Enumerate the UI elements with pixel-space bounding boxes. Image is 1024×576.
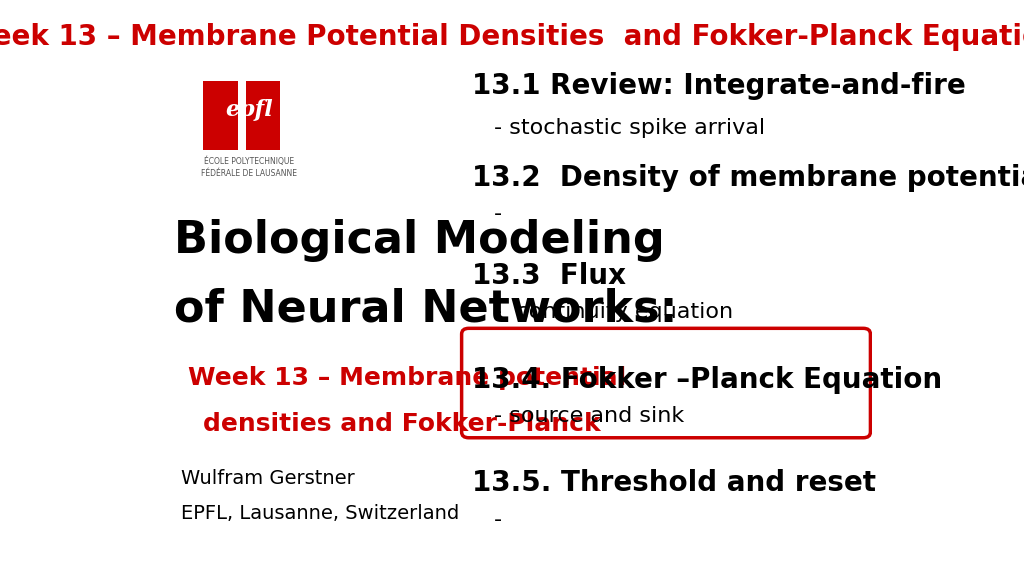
- Text: -: -: [494, 204, 502, 225]
- Text: epfl: epfl: [225, 98, 273, 120]
- Text: Week 13 – Membrane Potential Densities  and Fokker-Planck Equation: Week 13 – Membrane Potential Densities a…: [0, 23, 1024, 51]
- Text: EPFL, Lausanne, Switzerland: EPFL, Lausanne, Switzerland: [181, 504, 459, 523]
- FancyBboxPatch shape: [203, 81, 238, 150]
- Text: of Neural Networks:: of Neural Networks:: [174, 288, 677, 331]
- Text: ÉCOLE POLYTECHNIQUE
FÉDÉRALE DE LAUSANNE: ÉCOLE POLYTECHNIQUE FÉDÉRALE DE LAUSANNE: [202, 157, 297, 178]
- FancyBboxPatch shape: [246, 81, 281, 150]
- Text: Biological Modeling: Biological Modeling: [174, 219, 665, 262]
- Text: 13.3  Flux: 13.3 Flux: [472, 262, 627, 290]
- Text: - stochastic spike arrival: - stochastic spike arrival: [494, 118, 765, 138]
- Text: 13.5. Threshold and reset: 13.5. Threshold and reset: [472, 469, 877, 498]
- Text: 13.1 Review: Integrate-and-fire: 13.1 Review: Integrate-and-fire: [472, 72, 967, 100]
- Text: - source and sink: - source and sink: [494, 406, 684, 426]
- Text: Wulfram Gerstner: Wulfram Gerstner: [181, 469, 354, 488]
- Text: -  continuity equation: - continuity equation: [494, 302, 733, 323]
- FancyBboxPatch shape: [462, 328, 870, 438]
- Text: 13.4. Fokker –Planck Equation: 13.4. Fokker –Planck Equation: [472, 366, 942, 394]
- Text: -: -: [494, 510, 502, 530]
- Text: densities and Fokker-Planck: densities and Fokker-Planck: [203, 412, 600, 436]
- Text: 13.2  Density of membrane potential: 13.2 Density of membrane potential: [472, 164, 1024, 192]
- FancyBboxPatch shape: [238, 81, 246, 150]
- Text: Week 13 – Membrane potential: Week 13 – Membrane potential: [188, 366, 627, 390]
